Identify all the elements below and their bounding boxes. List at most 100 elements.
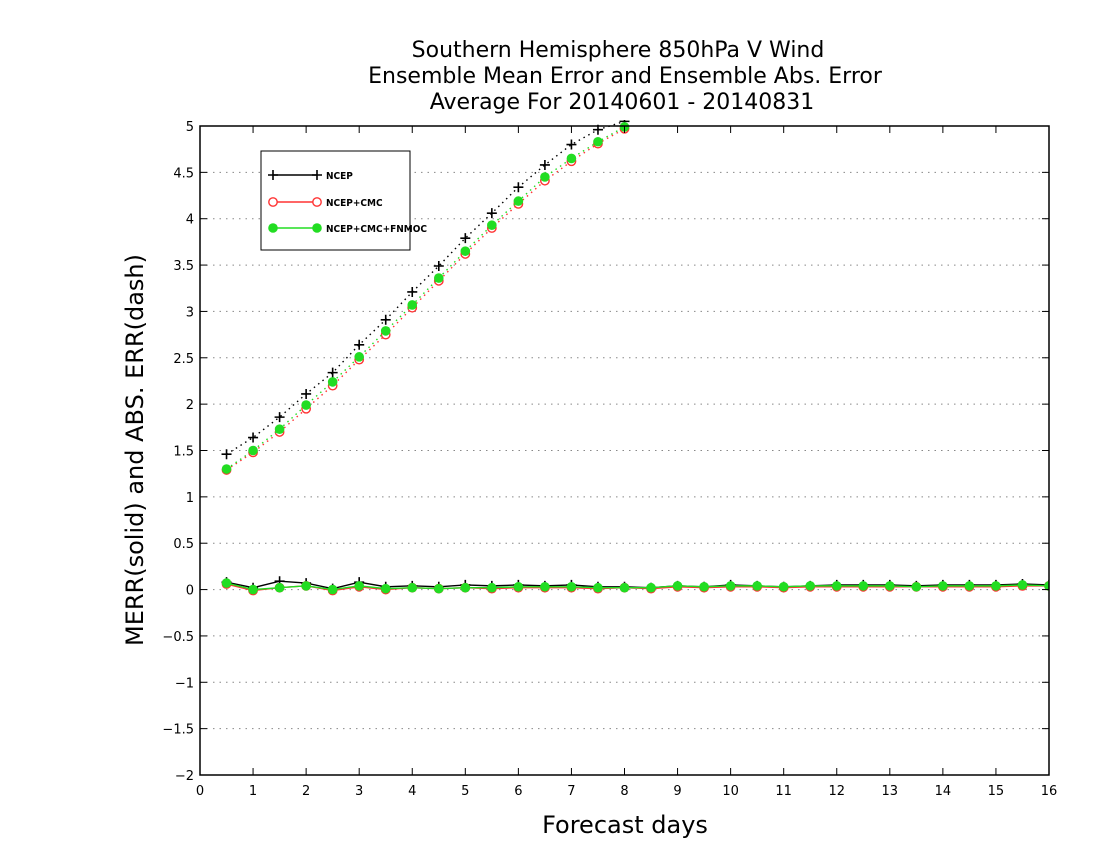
x-tick-label: 14 xyxy=(935,784,952,799)
x-axis: 0 1 2 3 4 5 6 7 8 9 10 11 12 13 14 15 16 xyxy=(196,126,1057,799)
legend-marker xyxy=(268,170,278,180)
y-tick-label: 1 xyxy=(186,491,194,506)
merr-point xyxy=(805,581,816,591)
legend-label: NCEP+CMC+FNMOC xyxy=(326,224,427,235)
merr-point xyxy=(274,582,285,593)
legend-marker xyxy=(312,223,322,233)
merr-point xyxy=(487,582,497,593)
merr-point xyxy=(885,581,895,591)
abs-err-point xyxy=(380,314,391,325)
merr-point xyxy=(380,583,391,594)
abs-err-point xyxy=(460,233,471,244)
merr-point xyxy=(513,581,524,592)
x-tick-label: 7 xyxy=(567,784,575,799)
abs-err-point xyxy=(433,273,444,283)
merr-point xyxy=(964,581,975,591)
title-line-3: Average For 20140601 - 20140831 xyxy=(430,90,815,115)
y-tick-label: 3 xyxy=(186,305,194,320)
title-line-2: Ensemble Mean Error and Ensemble Abs. Er… xyxy=(368,64,883,89)
merr-point xyxy=(354,581,364,591)
merr-point xyxy=(460,582,471,593)
y-tick-label: −1 xyxy=(175,676,194,691)
merr-point xyxy=(672,581,683,591)
x-axis-label: Forecast days xyxy=(542,811,708,839)
merr-point xyxy=(327,584,338,595)
merr-point xyxy=(433,583,444,594)
abs-err-point xyxy=(486,208,497,219)
legend-label: NCEP+CMC xyxy=(326,198,383,209)
x-tick-label: 15 xyxy=(988,784,1005,799)
abs-err-point xyxy=(513,182,524,193)
abs-err-point xyxy=(513,196,524,206)
y-tick-label: 0.5 xyxy=(173,537,194,552)
abs-err-point xyxy=(460,246,471,256)
abs-err-point xyxy=(433,260,444,271)
x-tick-label: 6 xyxy=(514,784,522,799)
series-ncep-cmc-fnmoc xyxy=(221,122,1049,595)
abs-err-point xyxy=(248,445,258,456)
y-tick-label: 2.5 xyxy=(173,352,194,367)
abs-err-point xyxy=(380,326,391,336)
x-tick-label: 10 xyxy=(722,784,739,799)
x-tick-label: 2 xyxy=(302,784,310,799)
abs-err-point xyxy=(539,159,550,170)
legend-marker xyxy=(268,223,278,233)
y-tick-label: 3.5 xyxy=(173,259,194,274)
title-line-1: Southern Hemisphere 850hPa V Wind xyxy=(412,38,825,63)
x-tick-label: 1 xyxy=(249,784,257,799)
abs-err-point xyxy=(540,172,550,182)
x-tick-label: 4 xyxy=(408,784,416,799)
abs-err-line-ncep-cmc xyxy=(226,128,625,471)
y-tick-label: 0 xyxy=(186,584,194,599)
merr-point xyxy=(858,581,869,591)
y-tick-label: 1.5 xyxy=(173,445,194,460)
merr-point xyxy=(407,582,418,593)
x-tick-label: 3 xyxy=(355,784,363,799)
x-tick-label: 5 xyxy=(461,784,469,799)
series-layer xyxy=(221,120,1049,596)
merr-point xyxy=(593,582,603,593)
y-tick-label: 4.5 xyxy=(173,166,194,181)
abs-err-point xyxy=(221,464,232,474)
legend: NCEP NCEP+CMC NCEP+CMC+FNMOC xyxy=(260,150,427,251)
merr-point xyxy=(778,581,789,592)
x-tick-label: 0 xyxy=(196,784,204,799)
legend-box xyxy=(260,150,411,251)
merr-point xyxy=(301,581,311,591)
abs-err-point xyxy=(407,286,418,297)
abs-err-point xyxy=(301,400,311,410)
merr-point xyxy=(566,581,577,592)
abs-err-point xyxy=(248,432,259,443)
merr-point xyxy=(540,581,550,592)
abs-err-point xyxy=(221,449,232,460)
x-tick-label: 11 xyxy=(775,784,792,799)
abs-err-point xyxy=(487,220,497,231)
abs-err-point xyxy=(354,352,364,362)
y-tick-label: 2 xyxy=(186,398,194,413)
x-tick-label: 9 xyxy=(673,784,681,799)
merr-point xyxy=(646,582,656,593)
abs-err-point xyxy=(274,412,285,423)
x-tick-label: 16 xyxy=(1041,784,1058,799)
y-tick-label: 5 xyxy=(186,120,194,135)
x-tick-label: 12 xyxy=(828,784,845,799)
legend-marker xyxy=(312,170,322,180)
gridlines xyxy=(200,171,1049,730)
abs-err-point xyxy=(327,377,338,387)
chart-title: Southern Hemisphere 850hPa V Wind Ensemb… xyxy=(368,38,883,115)
merr-point xyxy=(725,581,736,591)
legend-marker xyxy=(268,197,278,207)
merr-point xyxy=(1017,580,1028,590)
merr-point xyxy=(248,584,258,595)
legend-entry-ncep: NCEP xyxy=(268,170,353,182)
y-tick-label: −0.5 xyxy=(162,630,194,645)
merr-point xyxy=(938,581,948,591)
merr-point xyxy=(752,581,762,591)
abs-err-point xyxy=(274,424,285,434)
y-axis: −2 −1.5 −1 −0.5 0 0.5 1 1.5 2 2.5 3 3.5 4 4.5 5 xyxy=(162,120,1049,784)
legend-marker xyxy=(312,197,322,207)
abs-err-point xyxy=(593,136,603,147)
abs-err-point xyxy=(566,139,577,150)
abs-err-point xyxy=(566,153,577,164)
merr-point xyxy=(699,581,709,592)
